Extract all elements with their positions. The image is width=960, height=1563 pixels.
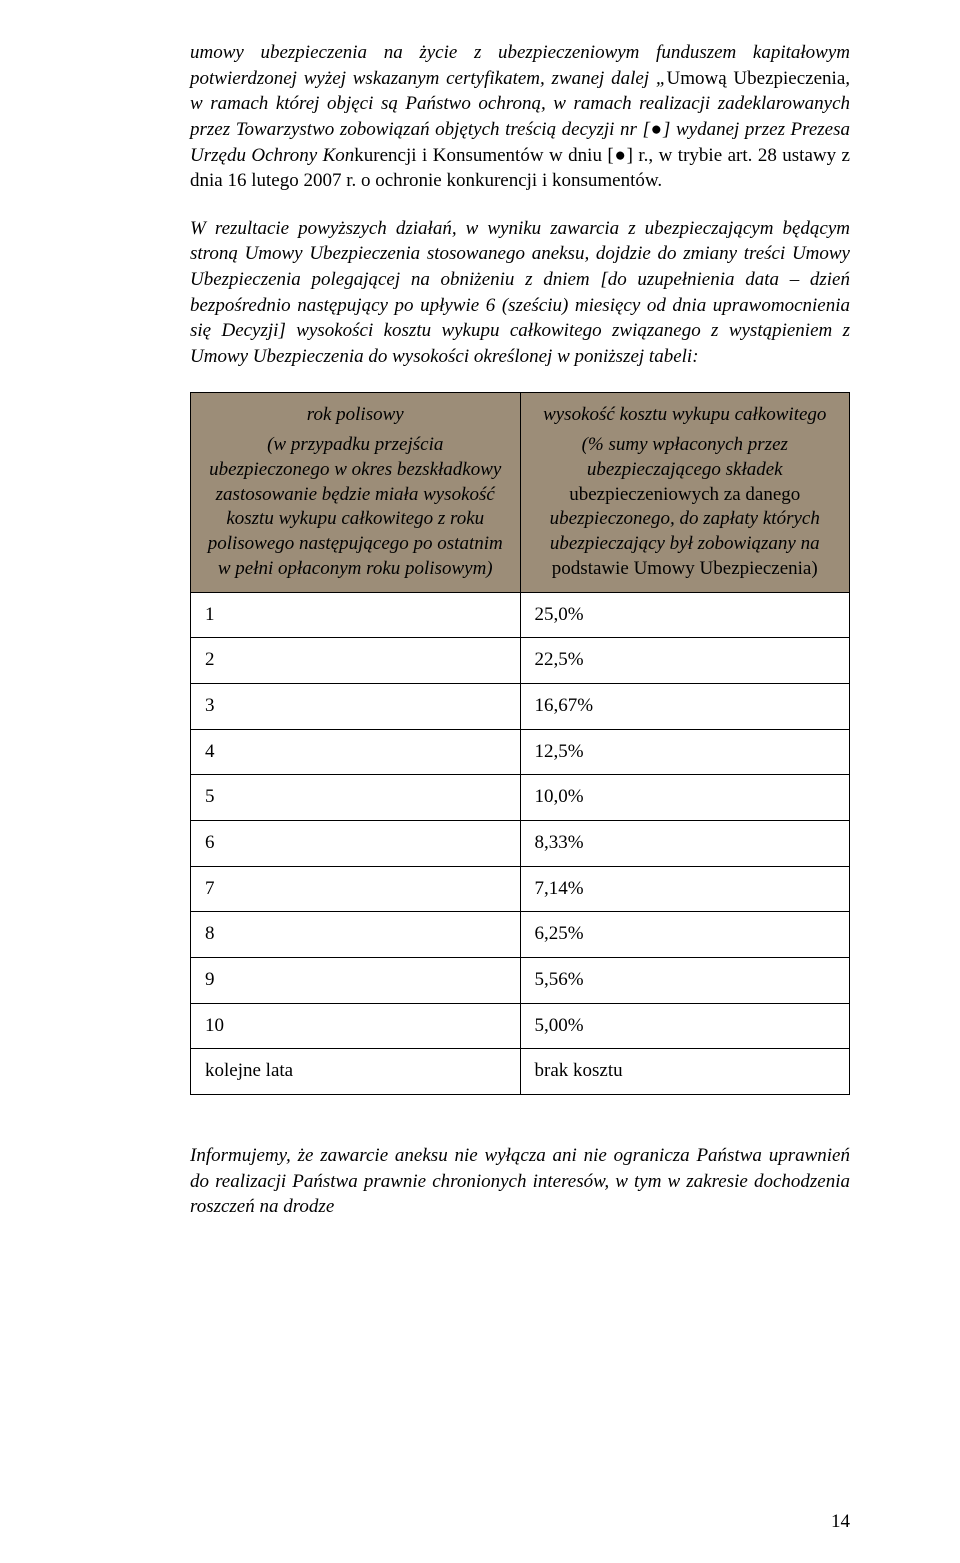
cell-year: 8 xyxy=(191,912,521,958)
cell-value: 8,33% xyxy=(520,820,850,866)
cell-year: 9 xyxy=(191,958,521,1004)
table-header-col1-top: rok polisowy xyxy=(205,403,506,428)
cell-year: 10 xyxy=(191,1003,521,1049)
table-row: 68,33% xyxy=(191,820,850,866)
table-row: 86,25% xyxy=(191,912,850,958)
table-row: 412,5% xyxy=(191,729,850,775)
cell-value: 22,5% xyxy=(520,638,850,684)
cell-value: 12,5% xyxy=(520,729,850,775)
cost-table: rok polisowy (w przypadku przejścia ubez… xyxy=(190,392,850,1095)
col2-sub-c: ubezpieczonego, do zapłaty których ubezp… xyxy=(550,508,820,554)
table-header-col2-top: wysokość kosztu wykupu całkowitego xyxy=(535,403,836,428)
paragraph-2: W rezultacie powyższych działań, w wynik… xyxy=(190,216,850,370)
paragraph-1: umowy ubezpieczenia na życie z ubezpiecz… xyxy=(190,40,850,194)
table-row: 105,00% xyxy=(191,1003,850,1049)
cell-value: 5,00% xyxy=(520,1003,850,1049)
paragraph-3: Informujemy, że zawarcie aneksu nie wyłą… xyxy=(190,1143,850,1220)
cell-value: 25,0% xyxy=(520,592,850,638)
cell-year: 4 xyxy=(191,729,521,775)
table-row: 510,0% xyxy=(191,775,850,821)
cell-value: 10,0% xyxy=(520,775,850,821)
table-body: 125,0% 222,5% 316,67% 412,5% 510,0% 68,3… xyxy=(191,592,850,1095)
table-header-col2: wysokość kosztu wykupu całkowitego (% su… xyxy=(520,392,850,592)
cell-year: 3 xyxy=(191,683,521,729)
table-row: 125,0% xyxy=(191,592,850,638)
table-row: 316,67% xyxy=(191,683,850,729)
page-number: 14 xyxy=(831,1511,850,1533)
col2-sub-b: ubezpieczeniowych za danego xyxy=(569,484,800,505)
cell-year: 5 xyxy=(191,775,521,821)
cell-year: 1 xyxy=(191,592,521,638)
paragraph-1-b: Umową Ubezpieczenia xyxy=(666,68,845,89)
table-row: 222,5% xyxy=(191,638,850,684)
table-header-col2-sub: (% sumy wpłaconych przez ubezpieczająceg… xyxy=(535,433,836,581)
cell-year: 6 xyxy=(191,820,521,866)
cell-value: 7,14% xyxy=(520,866,850,912)
cell-year: 7 xyxy=(191,866,521,912)
table-row: 77,14% xyxy=(191,866,850,912)
col2-sub-d: podstawie Umowy Ubezpieczenia) xyxy=(552,558,818,579)
col2-sub-a: (% sumy wpłaconych przez ubezpieczająceg… xyxy=(582,434,788,480)
cell-value: 5,56% xyxy=(520,958,850,1004)
table-header-col1: rok polisowy (w przypadku przejścia ubez… xyxy=(191,392,521,592)
table-header-row: rok polisowy (w przypadku przejścia ubez… xyxy=(191,392,850,592)
cell-value: brak kosztu xyxy=(520,1049,850,1095)
table-row: kolejne latabrak kosztu xyxy=(191,1049,850,1095)
table-header-col1-sub: (w przypadku przejścia ubezpieczonego w … xyxy=(205,433,506,581)
cell-value: 16,67% xyxy=(520,683,850,729)
table-row: 95,56% xyxy=(191,958,850,1004)
document-page: umowy ubezpieczenia na życie z ubezpiecz… xyxy=(0,0,960,1563)
cell-year: 2 xyxy=(191,638,521,684)
cell-year: kolejne lata xyxy=(191,1049,521,1095)
cell-value: 6,25% xyxy=(520,912,850,958)
